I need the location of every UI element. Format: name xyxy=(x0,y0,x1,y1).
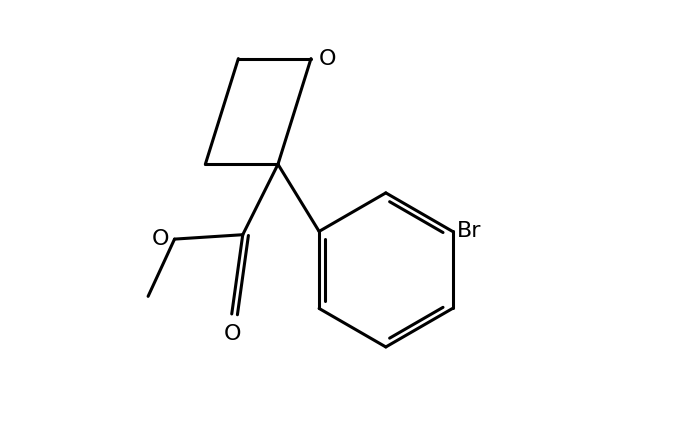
Text: O: O xyxy=(319,49,336,69)
Text: Br: Br xyxy=(457,222,482,241)
Text: O: O xyxy=(224,324,241,344)
Text: O: O xyxy=(152,229,169,249)
